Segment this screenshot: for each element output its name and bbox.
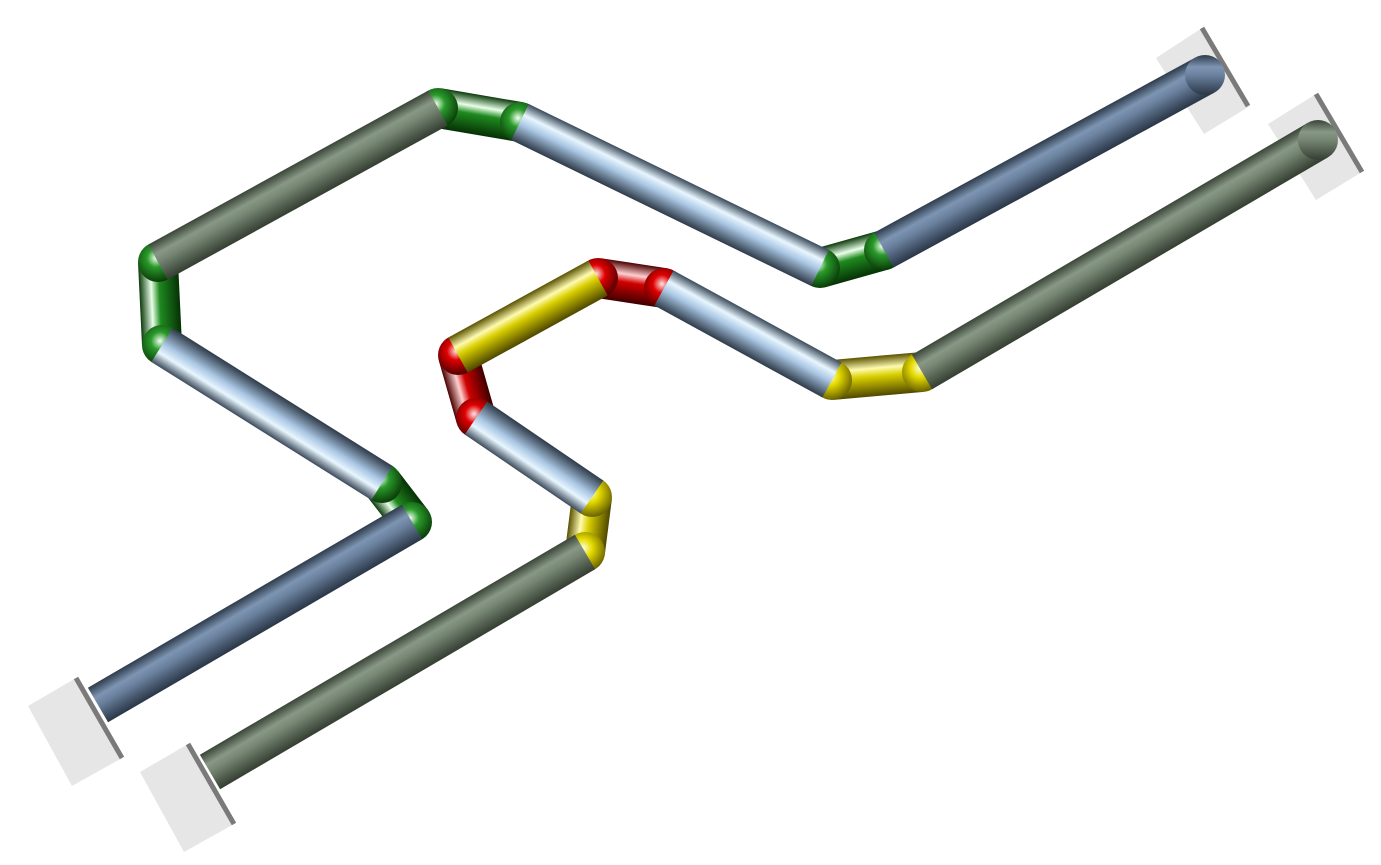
back-straight-middle-left <box>151 328 393 500</box>
back-bend-left <box>138 261 182 346</box>
mount-plates <box>28 26 1365 852</box>
back-straight-upper-left <box>148 90 448 280</box>
mount-edge-back-lower-left <box>73 676 125 760</box>
pipe-back-end-cap <box>1185 55 1225 95</box>
mount-edge-back-upper-right <box>1199 26 1251 108</box>
front-straight-middle-right <box>654 270 842 398</box>
front-straight-lower-left <box>199 534 596 790</box>
pipes <box>87 55 1338 790</box>
mount-plate-back-lower-left <box>28 678 122 786</box>
back-straight-lower-left <box>87 504 423 723</box>
front-straight-upper-left <box>448 260 608 373</box>
front-bend-right <box>830 352 924 400</box>
front-straight-upper-right <box>911 122 1329 390</box>
mount-edge-front-upper-right <box>1313 92 1365 174</box>
mount-plate-front-lower-left <box>140 744 234 852</box>
back-straight-middle-right <box>511 104 829 286</box>
pipe-front-end-cap <box>1298 120 1338 160</box>
mount-edge-front-lower-left <box>185 742 237 826</box>
front-straight-middle-left <box>464 401 604 514</box>
back-straight-upper-right <box>874 57 1215 268</box>
